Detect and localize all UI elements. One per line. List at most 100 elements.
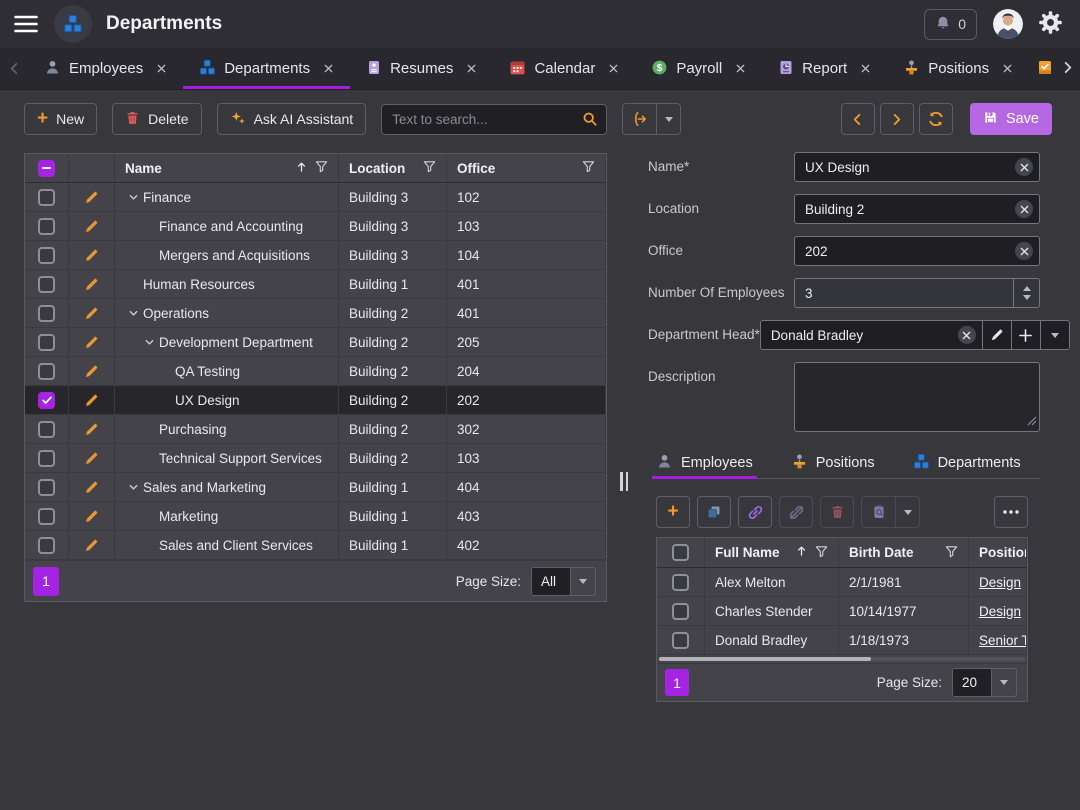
page-size-select[interactable]: 20 (952, 668, 1017, 697)
row-checkbox[interactable] (38, 479, 55, 496)
sort-ascending-icon[interactable] (796, 545, 807, 560)
clipboard-search-icon[interactable] (862, 497, 895, 527)
edit-icon[interactable] (84, 393, 99, 408)
table-row[interactable]: Finance and AccountingBuilding 3103 (25, 212, 606, 241)
column-header-office[interactable]: Office (447, 154, 606, 182)
spin-down-icon[interactable] (1023, 295, 1031, 300)
row-checkbox[interactable] (672, 574, 689, 591)
tab-payroll[interactable]: $Payroll (635, 48, 762, 89)
close-icon[interactable] (466, 63, 477, 74)
table-row[interactable]: Sales and MarketingBuilding 1404 (25, 473, 606, 502)
tabs-scroll-left-icon[interactable] (0, 48, 28, 89)
edit-icon[interactable] (84, 451, 99, 466)
row-checkbox[interactable] (38, 421, 55, 438)
row-checkbox[interactable] (38, 392, 55, 409)
notifications-button[interactable]: 0 (924, 9, 977, 40)
tab-resumes[interactable]: Resumes (350, 48, 493, 89)
edit-icon[interactable] (84, 509, 99, 524)
page-number-button[interactable]: 1 (665, 669, 689, 696)
edit-icon[interactable] (84, 306, 99, 321)
column-header-birth-date[interactable]: Birth Date (839, 538, 969, 567)
employee-count-input[interactable] (795, 286, 1013, 301)
filter-icon[interactable] (423, 160, 436, 176)
description-textarea[interactable] (795, 363, 1039, 431)
clear-icon[interactable] (1015, 242, 1033, 260)
name-input[interactable] (795, 160, 1015, 175)
new-button[interactable]: + New (24, 103, 97, 135)
table-row[interactable]: Technical Support ServicesBuilding 2103 (25, 444, 606, 473)
column-header-full-name[interactable]: Full Name (705, 538, 839, 567)
detail-tab-employees[interactable]: Employees (656, 448, 753, 478)
column-header-location[interactable]: Location (339, 154, 447, 182)
close-icon[interactable] (323, 63, 334, 74)
column-header-position[interactable]: Position (969, 538, 1027, 567)
detail-tab-positions[interactable]: Positions (791, 448, 875, 478)
row-checkbox[interactable] (38, 450, 55, 467)
refresh-button[interactable] (919, 103, 953, 135)
edit-icon[interactable] (84, 538, 99, 553)
detail-tab-departments[interactable]: Departments (913, 448, 1021, 478)
row-checkbox[interactable] (38, 334, 55, 351)
export-dropdown-arrow[interactable] (656, 104, 680, 134)
row-checkbox[interactable] (672, 632, 689, 649)
edit-head-button[interactable] (982, 321, 1011, 349)
clear-icon[interactable] (958, 326, 976, 344)
report-dropdown-arrow[interactable] (895, 497, 919, 527)
table-row[interactable]: OperationsBuilding 2401 (25, 299, 606, 328)
tab-calendar[interactable]: Calendar (493, 48, 635, 89)
row-checkbox[interactable] (38, 305, 55, 322)
search-icon[interactable] (574, 105, 606, 134)
edit-icon[interactable] (84, 335, 99, 350)
row-checkbox[interactable] (672, 603, 689, 620)
table-row[interactable]: Alex Melton2/1/1981Design (657, 568, 1027, 597)
table-row[interactable]: Donald Bradley1/18/1973Senior T (657, 626, 1027, 655)
expand-chevron-icon[interactable] (141, 337, 157, 348)
position-link[interactable]: Senior T (979, 633, 1027, 648)
tasks-icon[interactable] (1037, 59, 1053, 79)
tab-departments[interactable]: Departments (183, 48, 350, 89)
row-checkbox[interactable] (38, 247, 55, 264)
link-button[interactable] (738, 496, 772, 528)
edit-icon[interactable] (84, 248, 99, 263)
gear-icon[interactable] (1039, 11, 1062, 37)
head-dropdown-arrow[interactable] (1040, 321, 1069, 349)
filter-icon[interactable] (582, 160, 595, 176)
table-row[interactable]: Sales and Client ServicesBuilding 1402 (25, 531, 606, 560)
unlink-button[interactable] (779, 496, 813, 528)
office-input[interactable] (795, 244, 1015, 259)
resize-grip-icon[interactable] (1027, 414, 1037, 429)
expand-chevron-icon[interactable] (125, 192, 141, 203)
table-row[interactable]: QA TestingBuilding 2204 (25, 357, 606, 386)
clear-icon[interactable] (1015, 200, 1033, 218)
row-checkbox[interactable] (38, 218, 55, 235)
department-head-input[interactable] (761, 328, 958, 343)
table-row[interactable]: Development DepartmentBuilding 2205 (25, 328, 606, 357)
spin-up-icon[interactable] (1023, 286, 1031, 291)
search-input[interactable] (382, 112, 574, 127)
location-input[interactable] (795, 202, 1015, 217)
close-icon[interactable] (156, 63, 167, 74)
sort-ascending-icon[interactable] (296, 161, 307, 176)
row-checkbox[interactable] (38, 508, 55, 525)
edit-icon[interactable] (84, 190, 99, 205)
row-checkbox[interactable] (38, 189, 55, 206)
select-all-checkbox[interactable] (38, 160, 55, 177)
delete-button[interactable]: Delete (112, 103, 201, 135)
expand-chevron-icon[interactable] (125, 482, 141, 493)
filter-icon[interactable] (945, 545, 958, 561)
table-row[interactable]: PurchasingBuilding 2302 (25, 415, 606, 444)
tabs-scroll-right-icon[interactable] (1061, 61, 1074, 77)
expand-chevron-icon[interactable] (125, 308, 141, 319)
close-icon[interactable] (1002, 63, 1013, 74)
table-row[interactable]: FinanceBuilding 3102 (25, 183, 606, 212)
hamburger-menu-icon[interactable] (14, 15, 38, 33)
table-row[interactable]: Human ResourcesBuilding 1401 (25, 270, 606, 299)
more-options-button[interactable] (994, 496, 1028, 528)
row-checkbox[interactable] (38, 537, 55, 554)
edit-icon[interactable] (84, 480, 99, 495)
add-employee-button[interactable]: + (656, 496, 690, 528)
add-head-button[interactable] (1011, 321, 1040, 349)
tab-positions[interactable]: Positions (887, 48, 1029, 89)
user-avatar[interactable] (993, 9, 1023, 39)
tab-report[interactable]: Report (762, 48, 887, 89)
